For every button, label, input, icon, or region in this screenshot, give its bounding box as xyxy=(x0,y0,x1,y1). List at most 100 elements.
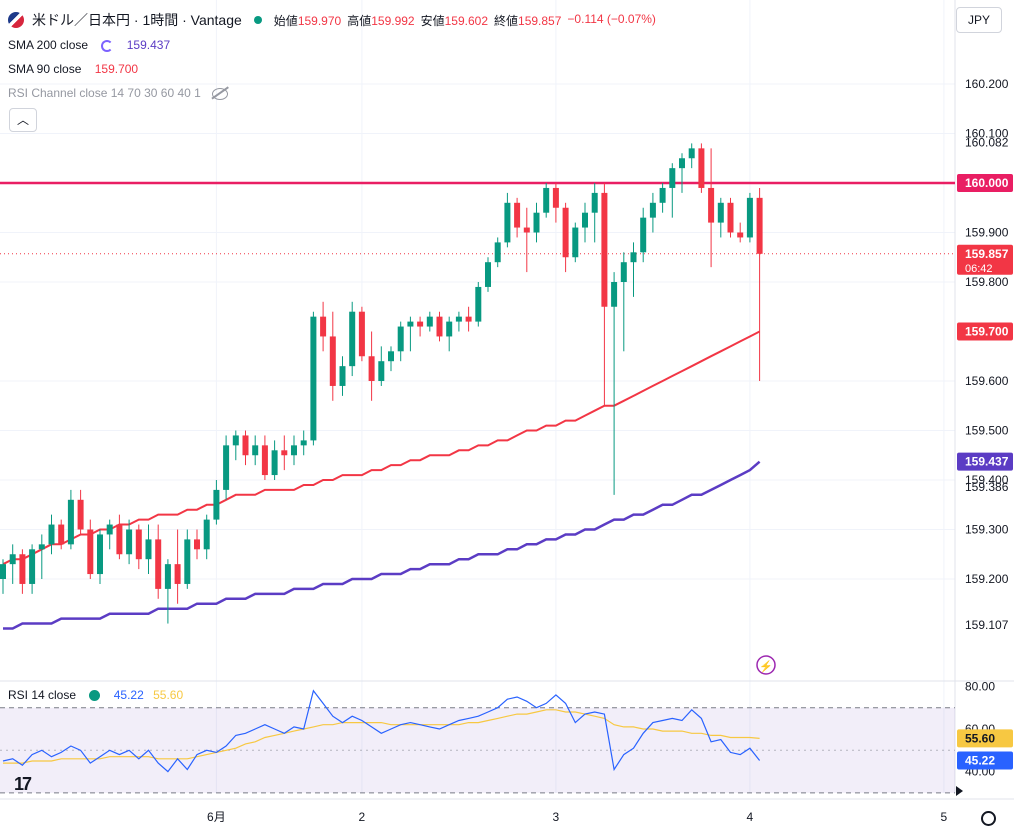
candle-body xyxy=(494,242,501,263)
candle-body xyxy=(58,524,65,545)
candle xyxy=(630,242,637,297)
rsi-badge xyxy=(957,751,1013,770)
settings-gear-icon[interactable] xyxy=(981,811,996,826)
candle-body xyxy=(135,529,142,560)
candle xyxy=(213,480,220,525)
lightning-glyph-icon: ⚡ xyxy=(759,660,773,673)
candle xyxy=(184,529,191,589)
candle-body xyxy=(329,336,336,386)
candle-body xyxy=(300,440,307,446)
price-badge-label: 159.857 xyxy=(965,247,1009,261)
candle-body xyxy=(737,232,744,238)
price-badge xyxy=(957,322,1013,341)
price-extreme-label: 160.082 xyxy=(965,135,1009,149)
candle xyxy=(261,435,268,480)
candle xyxy=(58,519,65,550)
candle xyxy=(194,529,200,560)
candle xyxy=(106,519,113,550)
candle-body xyxy=(164,564,171,589)
candle-body xyxy=(514,202,521,228)
candle xyxy=(164,559,171,624)
candle xyxy=(339,356,346,396)
candle-body xyxy=(48,524,55,545)
scroll-forward-icon[interactable] xyxy=(956,786,963,796)
candle xyxy=(368,331,375,401)
candle-body xyxy=(562,207,569,258)
ohlc-close: 終値159.857 xyxy=(494,13,562,28)
candle-body xyxy=(358,311,365,357)
candle-body xyxy=(533,212,540,233)
candle xyxy=(126,519,133,565)
candle xyxy=(77,489,84,535)
candle-body xyxy=(339,366,346,386)
candle xyxy=(591,183,598,243)
candle-body xyxy=(349,311,356,367)
candle-body xyxy=(708,187,715,223)
candle-body xyxy=(0,564,6,579)
rsi-channel-legend[interactable]: RSI Channel close 14 70 30 60 40 1 xyxy=(8,86,229,100)
candle xyxy=(708,148,715,268)
refresh-icon[interactable] xyxy=(101,39,114,52)
candle xyxy=(465,306,472,332)
candle xyxy=(737,222,744,243)
candle xyxy=(669,163,676,218)
candle-body xyxy=(611,282,618,307)
price-badge xyxy=(957,452,1013,471)
tradingview-logo-icon[interactable]: 17 xyxy=(14,774,32,794)
candle-body xyxy=(271,450,278,476)
candle-body xyxy=(620,262,627,282)
hidden-eye-icon[interactable] xyxy=(212,87,229,100)
sma90-legend[interactable]: SMA 90 close 159.700 xyxy=(8,62,138,76)
price-badge xyxy=(957,244,1013,275)
symbol-title[interactable]: 米ドル／日本円 · 1時間 · Vantage xyxy=(32,12,242,28)
candle xyxy=(48,514,55,555)
candle xyxy=(446,316,453,352)
candle xyxy=(514,197,521,238)
candle xyxy=(291,435,297,466)
ohlc-high: 高値159.992 xyxy=(347,13,415,28)
alarm-icon[interactable] xyxy=(89,690,101,702)
candle xyxy=(67,489,74,550)
candle xyxy=(38,534,45,579)
candle xyxy=(582,202,588,243)
candle xyxy=(329,311,336,401)
candle xyxy=(135,524,142,570)
price-extreme-label: 159.107 xyxy=(965,618,1009,632)
collapse-legend-button[interactable]: ︿ xyxy=(9,108,37,132)
candle-body xyxy=(417,321,424,327)
candle xyxy=(475,282,482,327)
price-tick-label: 159.300 xyxy=(965,523,1009,537)
candle-body xyxy=(688,148,695,159)
candle-body xyxy=(38,544,45,550)
candle xyxy=(310,311,317,446)
candle xyxy=(620,252,627,352)
sma200-legend[interactable]: SMA 200 close 159.437 xyxy=(8,38,170,52)
candle-body xyxy=(184,539,191,584)
candle xyxy=(523,207,530,273)
candle-body xyxy=(465,316,472,322)
candle-body xyxy=(727,202,734,233)
candle xyxy=(572,222,579,263)
candle xyxy=(9,544,16,584)
candle-body xyxy=(145,539,152,560)
candle xyxy=(611,272,618,495)
candle xyxy=(252,435,259,466)
candle-body xyxy=(679,158,685,169)
rsi-band xyxy=(0,707,955,793)
candle xyxy=(320,301,327,352)
candle xyxy=(97,529,103,584)
currency-button[interactable]: JPY xyxy=(956,7,1002,33)
candle-body xyxy=(649,202,656,218)
candle xyxy=(349,301,356,377)
price-change: −0.114 (−0.07%) xyxy=(567,11,656,26)
price-badge-label: 159.700 xyxy=(965,325,1009,339)
rsi-legend[interactable]: RSI 14 close 45.22 55.60 xyxy=(8,688,183,702)
candle xyxy=(436,311,443,342)
candle-body xyxy=(669,168,676,188)
candle-body xyxy=(756,197,763,254)
candle xyxy=(504,192,511,248)
price-tick-label: 159.500 xyxy=(965,424,1009,438)
sma200-label: SMA 200 close xyxy=(8,38,89,52)
candle xyxy=(145,524,152,575)
